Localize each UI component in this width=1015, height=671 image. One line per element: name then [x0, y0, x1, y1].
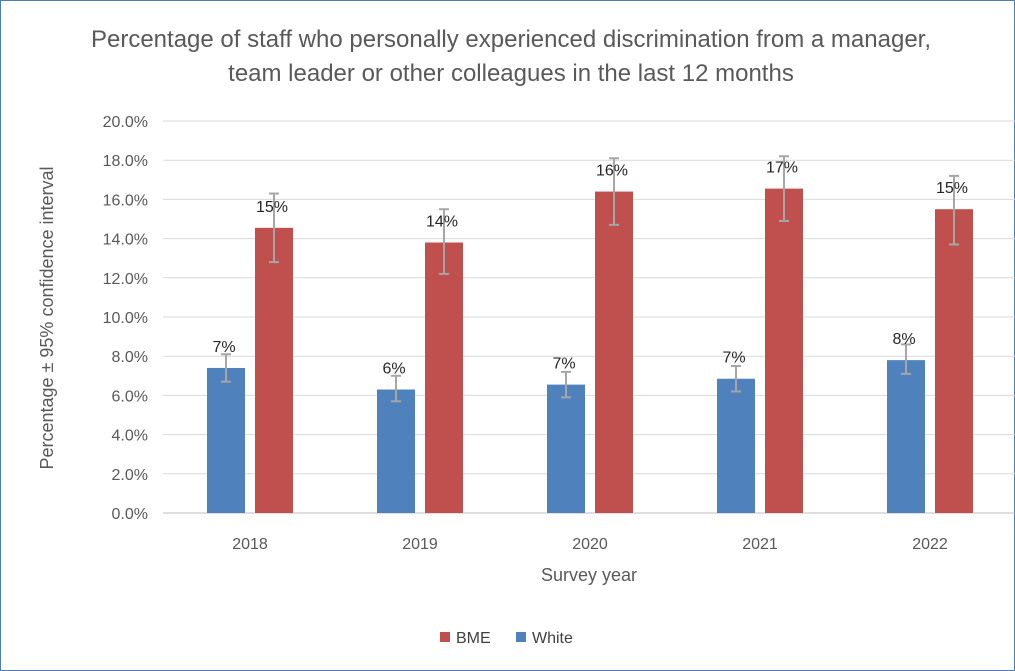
- data-label: 15%: [256, 199, 288, 216]
- y-tick-label: 12.0%: [103, 271, 148, 288]
- x-tick-label: 2019: [402, 536, 438, 553]
- y-tick-label: 10.0%: [103, 310, 148, 327]
- bar-bme: [425, 242, 463, 513]
- x-tick-label: 2022: [912, 536, 948, 553]
- bar-white: [547, 384, 585, 513]
- data-label: 8%: [892, 331, 915, 348]
- x-axis-title: Survey year: [541, 565, 637, 585]
- x-tick-label: 2020: [572, 536, 608, 553]
- y-tick-label: 18.0%: [103, 153, 148, 170]
- y-axis-title: Percentage ± 95% confidence interval: [37, 166, 57, 469]
- data-label: 7%: [552, 356, 575, 373]
- x-tick-label: 2021: [742, 536, 778, 553]
- x-tick-label: 2018: [232, 536, 268, 553]
- bar-white: [377, 389, 415, 513]
- data-label: 16%: [596, 163, 628, 180]
- legend-swatch-white: [516, 632, 526, 642]
- bar-bme: [935, 209, 973, 513]
- y-tick-label: 8.0%: [112, 349, 148, 366]
- y-tick-label: 20.0%: [103, 114, 148, 131]
- y-tick-label: 6.0%: [112, 388, 148, 405]
- y-tick-label: 14.0%: [103, 232, 148, 249]
- legend-swatch-bme: [440, 632, 450, 642]
- legend-label-white: White: [532, 630, 573, 647]
- y-tick-label: 16.0%: [103, 192, 148, 209]
- data-label: 14%: [426, 214, 458, 231]
- bar-bme: [595, 191, 633, 513]
- data-label: 17%: [766, 160, 798, 177]
- legend-label-bme: BME: [456, 630, 491, 647]
- chart-title: Percentage of staff who personally exper…: [90, 26, 931, 87]
- bar-white: [717, 378, 755, 513]
- bar-bme: [765, 188, 803, 513]
- bar-white: [207, 367, 245, 513]
- bar-white: [887, 360, 925, 513]
- bar-bme: [255, 227, 293, 513]
- data-label: 6%: [382, 361, 405, 378]
- data-label: 15%: [936, 180, 968, 197]
- data-label: 7%: [212, 339, 235, 356]
- y-tick-label: 0.0%: [112, 506, 148, 523]
- data-label: 7%: [722, 350, 745, 367]
- y-tick-label: 2.0%: [112, 467, 148, 484]
- y-tick-label: 4.0%: [112, 428, 148, 445]
